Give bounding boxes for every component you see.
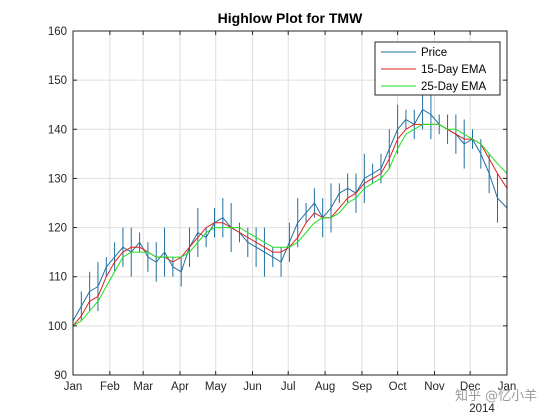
chart-title: Highlow Plot for TMW [218,10,363,26]
y-tick-label: 150 [48,75,67,87]
x-tick-label: Feb [100,381,120,393]
y-tick-label: 140 [48,124,67,136]
x-tick-label: Jul [281,381,296,393]
x-axis-tick-labels: Jan Feb Mar Apr May Jun Jul Aug Sep Oct Nov Dec Jan [64,381,517,393]
y-tick-label: 100 [48,321,67,333]
x-tick-label: Jan [64,381,83,393]
y-tick-label: 160 [48,26,67,38]
y-tick-label: 130 [48,173,67,185]
x-tick-label: Jun [243,381,262,393]
x-tick-label: Nov [424,381,445,393]
legend-label-price: Price [421,47,447,59]
legend-label-ema15: 15-Day EMA [421,64,487,76]
axis-ticks [72,30,508,376]
watermark-text: 知乎 @忆小羊 [455,388,537,404]
y-tick-label: 110 [49,272,67,284]
x-tick-label: Jan [498,381,517,393]
x-tick-label: Oct [389,381,408,393]
y-tick-label: 90 [54,370,67,382]
x-tick-label: Mar [133,381,153,393]
x-tick-label: Apr [171,381,189,393]
x-tick-label: Dec [460,381,481,393]
series-layer [72,89,508,331]
legend: Price 15-Day EMA 25-Day EMA [374,41,501,96]
x-axis-year-label: 2014 [469,403,495,415]
x-tick-label: Sep [352,381,372,393]
plot-area-frame [72,30,508,376]
x-tick-label: Aug [315,381,335,393]
y-axis-tick-labels: 90 100 110 120 130 140 150 160 [48,26,67,382]
y-tick-label: 120 [48,223,67,235]
series-ema25-line [72,123,508,327]
legend-label-ema25: 25-Day EMA [421,81,487,93]
x-tick-label: May [205,381,227,393]
